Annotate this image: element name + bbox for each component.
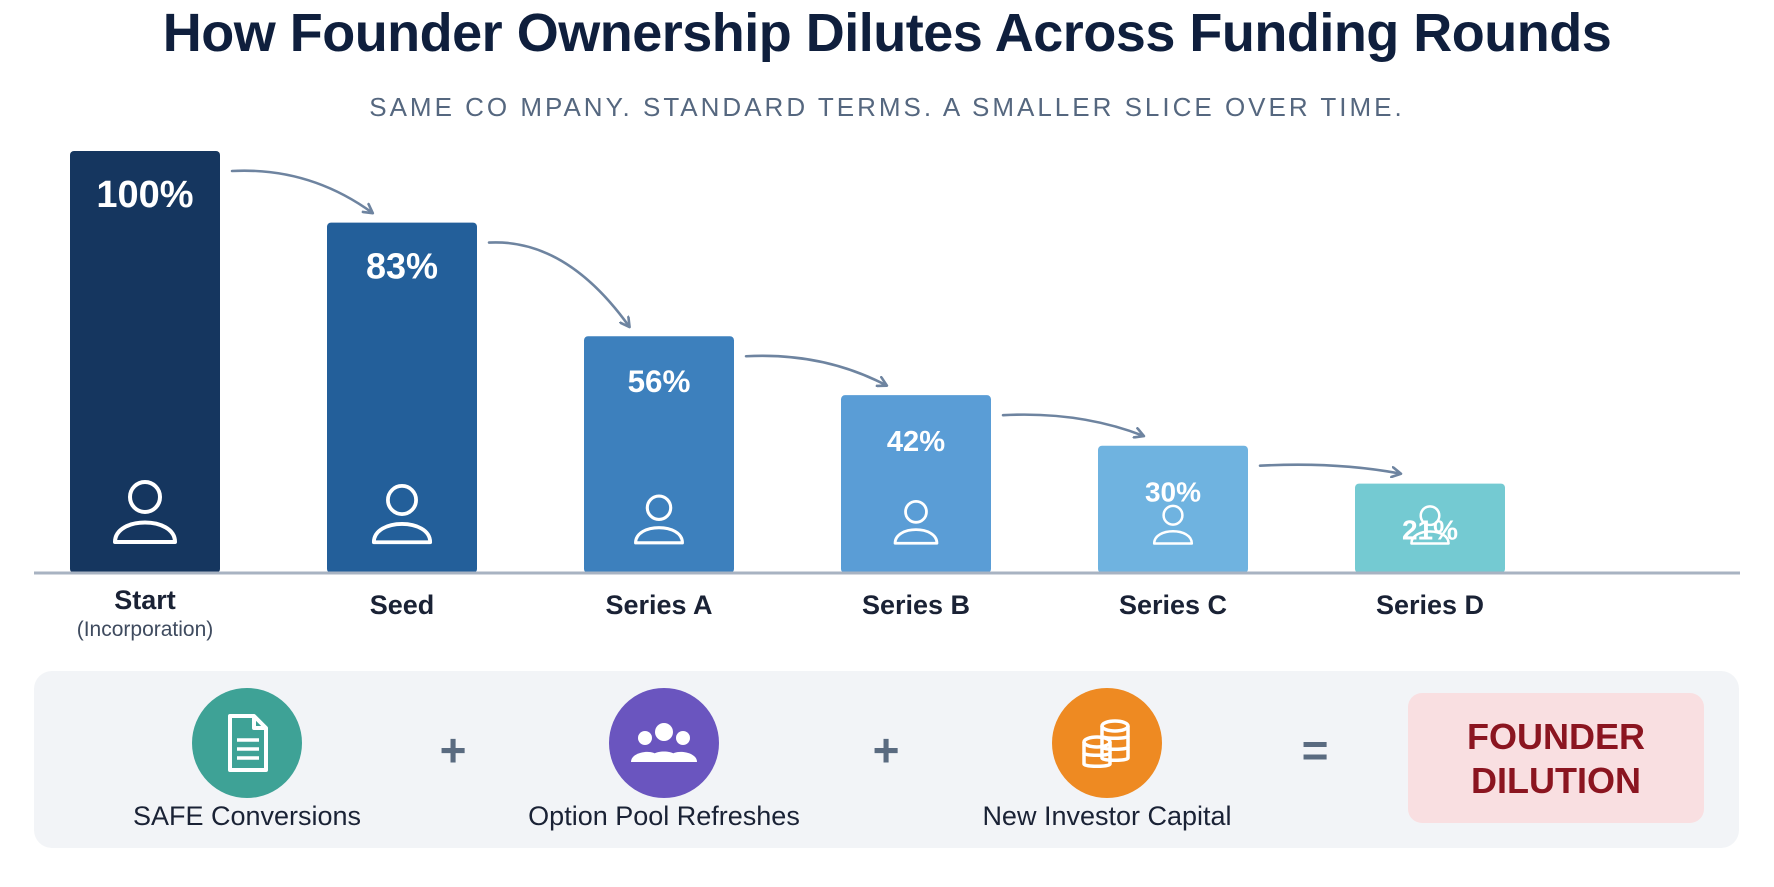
bar-start	[70, 151, 220, 573]
result-line-1: FOUNDER	[1467, 716, 1645, 757]
value-label-seed: 83%	[366, 246, 438, 287]
person-icon	[371, 484, 433, 545]
category-label-seed: Seed	[370, 590, 435, 620]
bar-series-c	[1098, 445, 1248, 573]
document-icon	[192, 688, 302, 798]
person-icon	[113, 480, 177, 544]
founder-dilution-result: FOUNDER DILUTION	[1408, 693, 1704, 823]
ownership-bar-chart: 100% 83% 56% 42% 30% 21% Start (Incorporation)…	[34, 151, 1740, 641]
connector-arrow	[1001, 413, 1143, 436]
person-icon	[1152, 504, 1194, 545]
person-icon	[634, 494, 684, 545]
people-group-icon	[609, 688, 719, 798]
person-icon	[1410, 505, 1450, 545]
value-label-series-c: 30%	[1145, 477, 1201, 508]
dilution-factors-panel: SAFE Conversions + Option Pool Refreshes…	[34, 671, 1739, 848]
value-label-series-a: 56%	[628, 364, 691, 399]
connector-arrow	[230, 169, 372, 213]
category-labels: Start (Incorporation) Seed Series A Series B…	[77, 585, 1484, 641]
coins-icon	[1052, 688, 1162, 798]
person-icon	[893, 499, 939, 545]
category-label-series-b: Series B	[862, 590, 970, 620]
value-label-series-b: 42%	[887, 426, 945, 458]
value-label-start: 100%	[96, 174, 193, 216]
bar-series-d	[1355, 483, 1505, 573]
chart-subtitle: SAME CO MPANY. STANDARD TERMS. A SMALLER…	[369, 92, 1405, 122]
result-line-2: DILUTION	[1471, 760, 1641, 801]
value-label-series-d: 21%	[1402, 515, 1458, 546]
bar-series-b	[841, 395, 991, 573]
bar-seed	[327, 222, 477, 573]
factor-label-option-pool: Option Pool Refreshes	[528, 801, 800, 831]
category-label-start: Start	[114, 585, 176, 615]
category-label-series-c: Series C	[1119, 590, 1227, 620]
equals-operator: =	[1301, 724, 1329, 776]
chart-title: How Founder Ownership Dilutes Across Fun…	[162, 3, 1612, 63]
bar-series-a	[584, 336, 734, 573]
connector-arrow	[487, 241, 629, 326]
factor-label-safe: SAFE Conversions	[132, 801, 362, 831]
plus-operator-2: +	[872, 724, 900, 776]
category-label-series-a: Series A	[605, 590, 712, 620]
category-label-series-d: Series D	[1376, 590, 1484, 620]
connector-arrow	[1258, 463, 1400, 474]
plus-operator-1: +	[439, 724, 467, 776]
bars-layer: 100% 83% 56% 42% 30% 21%	[70, 151, 1505, 573]
category-sublabel-start: (Incorporation)	[77, 618, 214, 641]
factor-label-new-investor: New Investor Capital	[982, 801, 1232, 831]
connector-arrow	[744, 354, 886, 385]
connector-arrows	[230, 169, 1400, 474]
